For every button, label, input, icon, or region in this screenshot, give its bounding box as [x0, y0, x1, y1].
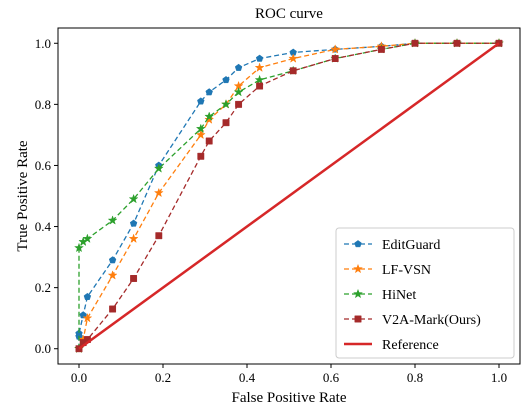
data-point: [234, 63, 243, 71]
legend-item: V2A-Mark(Ours): [344, 313, 481, 328]
y-tick-label: 0.8: [35, 97, 51, 112]
data-point: [82, 233, 93, 244]
x-tick-label: 1.0: [491, 370, 507, 385]
legend-marker: [352, 263, 364, 274]
y-tick-label: 0.6: [35, 158, 52, 173]
x-tick-label: 0.4: [239, 370, 256, 385]
legend-marker: [354, 240, 362, 248]
series-3: [75, 39, 503, 353]
legend-item: Reference: [344, 338, 439, 353]
series-line: [78, 42, 499, 350]
y-axis-label: True Positive Rate: [15, 140, 31, 251]
data-point: [204, 114, 215, 124]
data-point: [153, 187, 164, 198]
data-point: [129, 219, 138, 227]
data-point: [195, 129, 206, 140]
y-tick-label: 0.4: [35, 219, 52, 234]
x-tick-label: 0.6: [323, 370, 340, 385]
data-point: [128, 233, 139, 244]
data-point: [330, 44, 341, 54]
data-point: [128, 193, 139, 204]
series-line: [78, 42, 500, 350]
data-point: [197, 97, 205, 105]
data-point: [195, 123, 206, 134]
y-tick-label: 1.0: [35, 36, 51, 51]
data-point: [411, 39, 419, 47]
data-point: [155, 232, 163, 240]
data-point: [254, 62, 265, 72]
x-axis-label: False Positive Rate: [232, 390, 347, 406]
data-point: [204, 111, 215, 121]
data-point: [79, 311, 87, 319]
data-point: [153, 163, 164, 173]
legend-label: V2A-Mark(Ours): [382, 313, 481, 328]
data-point: [254, 74, 265, 85]
legend-item: HiNet: [344, 288, 416, 303]
data-point: [377, 45, 385, 53]
data-point: [453, 39, 461, 47]
data-point: [205, 88, 213, 96]
data-point: [289, 67, 297, 75]
x-tick-label: 0.0: [71, 370, 87, 385]
y-tick-label: 0.0: [35, 341, 51, 356]
data-point: [107, 215, 118, 225]
data-point: [108, 256, 117, 264]
legend-label: Reference: [382, 338, 439, 353]
data-point: [107, 270, 118, 280]
data-point: [73, 242, 85, 253]
plot-frame: [57, 27, 521, 365]
legend-item: LF-VSN: [344, 263, 431, 278]
legend-label: LF-VSN: [382, 263, 431, 278]
legend-box: [335, 227, 515, 359]
x-tick-label: 0.2: [155, 370, 171, 385]
legend-marker: [354, 315, 362, 323]
chart-title: ROC curve: [255, 6, 323, 22]
axis-ticks: 0.0 0.2 0.4 0.6 0.8 1.0 0.0 0.2 0.4 0.6 0.8 1.0: [35, 36, 507, 385]
data-point: [220, 99, 232, 109]
data-point: [222, 76, 230, 84]
y-tick-label: 0.2: [35, 280, 51, 295]
data-point: [331, 55, 339, 62]
series-line: [78, 42, 499, 350]
x-tick-label: 0.8: [407, 370, 423, 385]
legend-label: EditGuard: [382, 238, 440, 253]
data-point: [109, 305, 117, 313]
data-point: [83, 292, 92, 300]
data-point: [82, 312, 93, 323]
data-point: [235, 100, 243, 108]
plot-area: [73, 38, 505, 353]
legend-marker: [352, 288, 364, 299]
data-point: [233, 86, 244, 97]
legend-item: EditGuard: [344, 238, 440, 253]
data-point: [256, 82, 264, 90]
series-4: [78, 42, 500, 350]
data-point: [222, 119, 230, 127]
legend-label: HiNet: [382, 288, 416, 303]
data-point: [255, 54, 264, 62]
data-point: [197, 152, 205, 160]
data-point: [288, 53, 299, 63]
data-point: [205, 137, 213, 145]
data-point: [130, 275, 138, 282]
legend: EditGuard LF-VSN HiNet V2A-Mark(Ours) Refere…: [335, 227, 515, 359]
